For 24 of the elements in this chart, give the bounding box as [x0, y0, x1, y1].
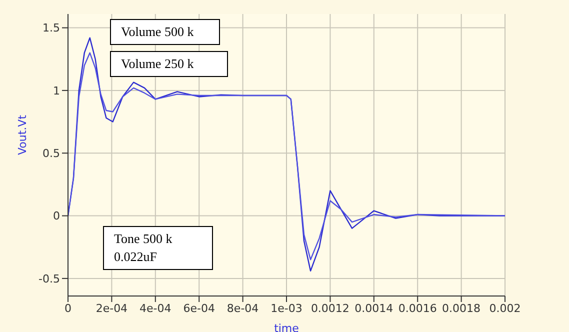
y-tick-label: 0.5 [42, 147, 60, 160]
x-tick-label: 2e-04 [96, 302, 128, 315]
x-axis-title: time [274, 322, 300, 332]
note-box: Tone 500 k 0.022uF [103, 226, 213, 270]
note-box: Volume 500 k [110, 19, 220, 45]
y-tick-label: 1.5 [42, 22, 60, 35]
annotation: Tone 500 k 0.022uF [114, 230, 174, 266]
annotation: Volume 500 k [121, 23, 195, 41]
note-box: Volume 250 k [110, 51, 228, 77]
x-tick-label: 0.0012 [310, 302, 350, 315]
y-tick-label: 0 [53, 210, 60, 223]
y-tick-label: 1 [53, 84, 60, 98]
y-tick-label: -0.5 [38, 272, 60, 286]
x-tick-label: 0 [64, 302, 72, 315]
x-tick-label: 6e-04 [183, 302, 215, 315]
x-tick-label: 0.0014 [354, 302, 394, 315]
x-tick-label: 0.002 [489, 302, 521, 315]
x-tick-label: 8e-04 [226, 302, 259, 315]
x-tick-label: 0.0018 [442, 302, 481, 315]
x-tick-label: 0.0016 [398, 302, 437, 315]
x-tick-label: 4e-04 [140, 302, 172, 315]
y-axis-title: Vout.Vt [16, 114, 29, 155]
x-tick-label: 1e-03 [270, 302, 302, 315]
annotation: Volume 250 k [121, 55, 195, 73]
